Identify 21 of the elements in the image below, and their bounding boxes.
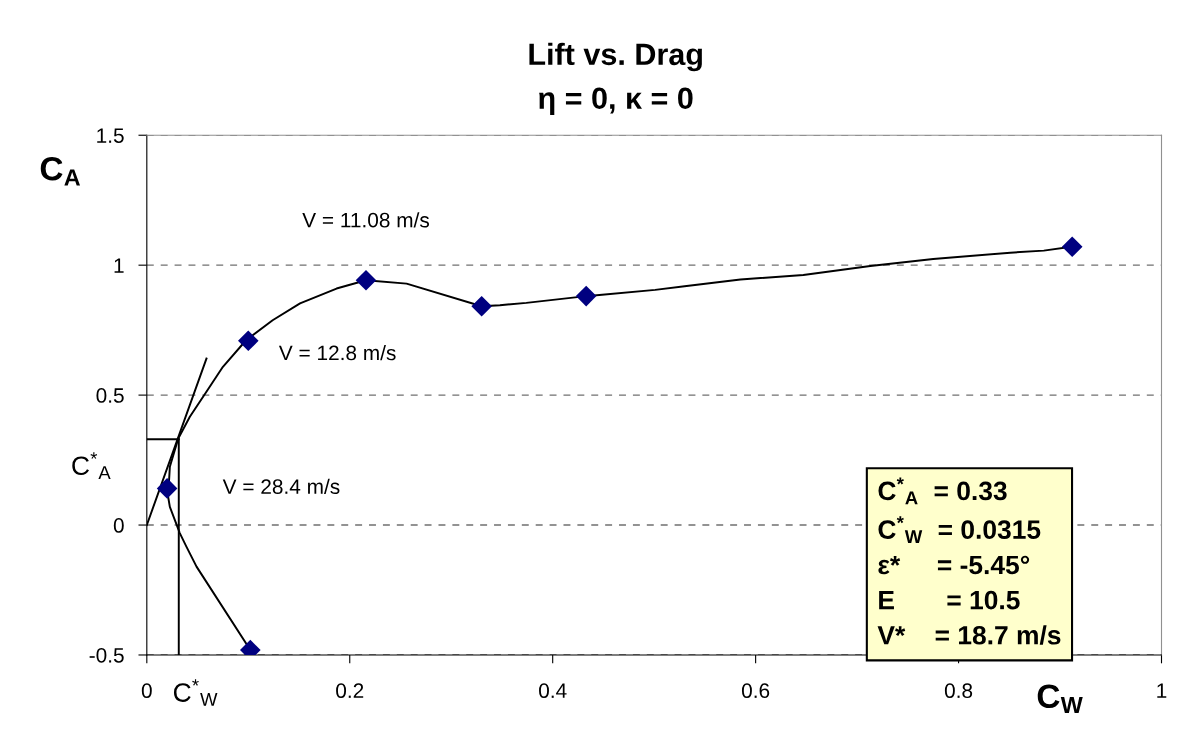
annotation: V = 12.8 m/s	[278, 344, 396, 361]
y-tick-label: 1.5	[97, 128, 124, 143]
y-tick-label: 0	[113, 518, 124, 533]
annotation: C$^{*}$$_{W}$	[173, 679, 218, 706]
x-tick-label: 1	[1157, 683, 1167, 698]
x-tick-label: 0.8	[944, 683, 973, 699]
annotation: C$^{*}$$_{A}$	[72, 452, 111, 479]
y-tick-label: 1	[114, 258, 124, 273]
y-tick-label: 0.5	[96, 388, 124, 403]
text: C$^{*}$$_{A}$ = 0.33 C$^{*}$$_{W}$ = 0.0315 ε* = -5.45° E = 10.5 V* = 18.7 m/s	[877, 477, 1061, 645]
x-tick-label: 0	[141, 683, 152, 699]
x-tick-label: 0.2	[336, 683, 364, 699]
x-axis-title: C$_{W}$	[1037, 684, 1083, 713]
x-tick-label: 0.6	[741, 683, 770, 699]
chart-title: Lift vs. Drag	[529, 42, 702, 72]
chart-subtitle: η = 0, κ = 0	[539, 87, 693, 116]
x-tick-label: 0.4	[539, 683, 567, 699]
annotation: V = 11.08 m/s	[302, 212, 430, 228]
y-axis-title: C$_{A}$	[40, 156, 81, 186]
annotation: V = 28.4 m/s	[222, 478, 340, 494]
y-tick-label: -0.5	[89, 647, 124, 663]
